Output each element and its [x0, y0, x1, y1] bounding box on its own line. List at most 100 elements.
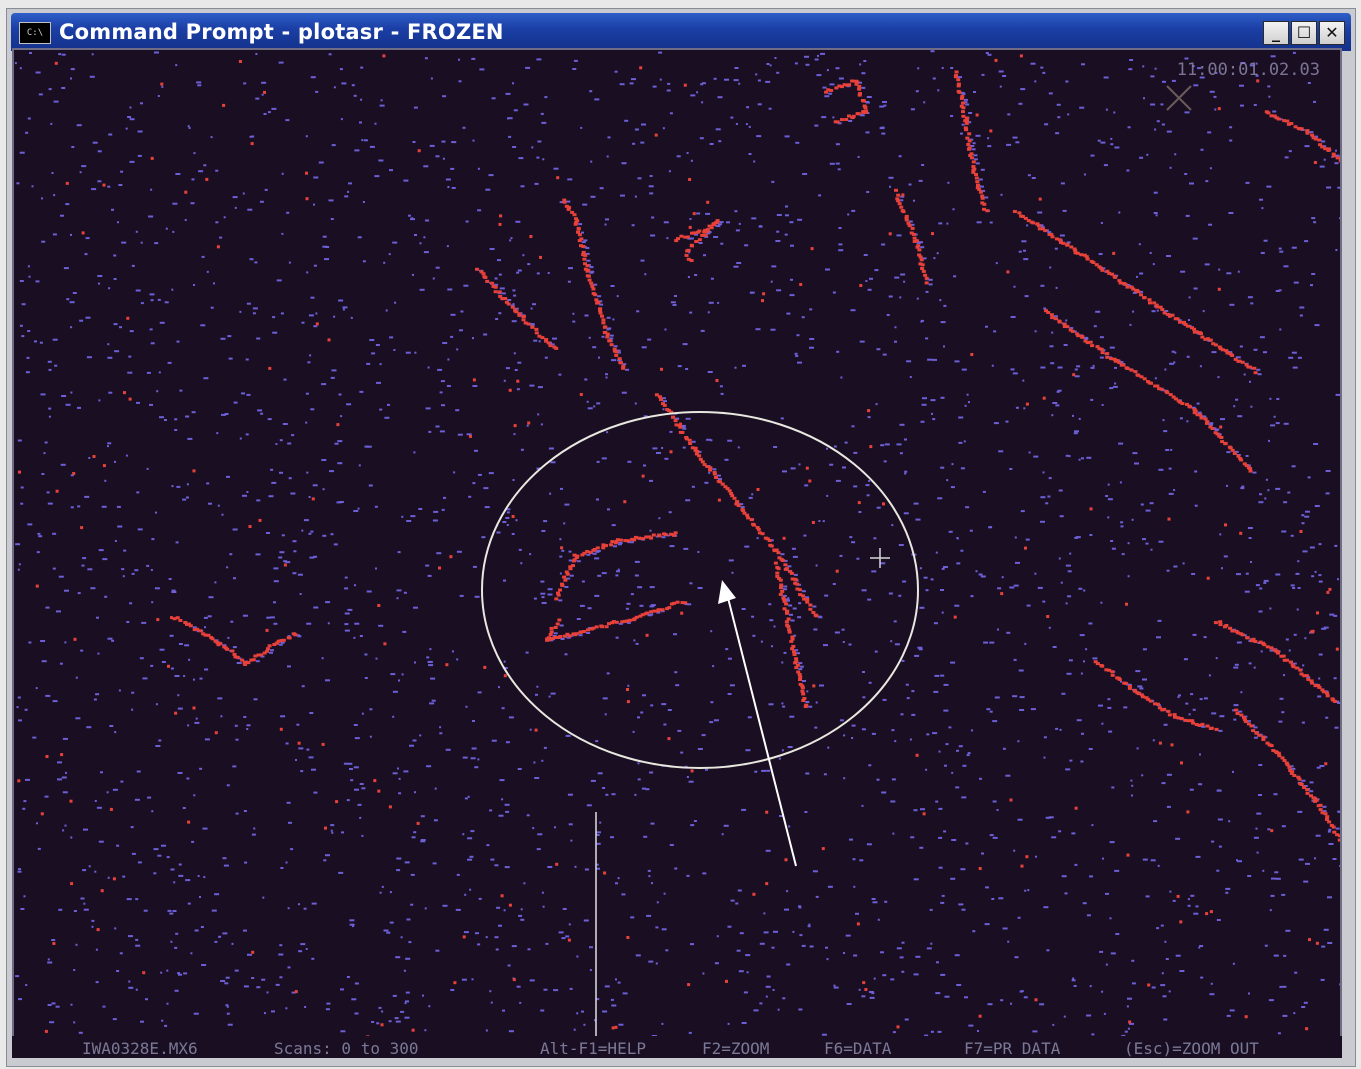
maximize-button[interactable]: ☐ [1291, 21, 1317, 45]
speckle-dot [126, 316, 130, 320]
clutter-dot [941, 67, 944, 69]
track-dot [779, 583, 784, 587]
clutter-dot [1328, 828, 1332, 831]
clutter-dot [953, 275, 957, 278]
track-dot [1323, 147, 1328, 151]
clutter-dot [1232, 962, 1235, 965]
clutter-dot [1248, 537, 1252, 539]
close-button[interactable]: ✕ [1319, 21, 1345, 45]
speckle-dot [184, 190, 188, 194]
clutter-dot [655, 926, 659, 929]
track-dot [572, 558, 577, 562]
minimize-button[interactable]: _ [1263, 21, 1289, 45]
clutter-dot [1263, 579, 1269, 582]
clutter-dot [275, 443, 278, 445]
clutter-dot [451, 187, 456, 189]
track-echo-dot [861, 86, 866, 89]
clutter-dot [413, 831, 417, 834]
clutter-dot [658, 51, 663, 54]
track-dot [1245, 636, 1250, 640]
track-dot [921, 269, 926, 273]
clutter-dot [420, 839, 426, 841]
track-dot [918, 262, 923, 266]
clutter-dot [169, 634, 174, 637]
clutter-dot [1158, 540, 1164, 543]
title-bar[interactable]: C:\ Command Prompt - plotasr - FROZEN _ … [11, 13, 1351, 51]
speckle-dot [1167, 517, 1171, 521]
clutter-dot [455, 409, 460, 412]
clutter-dot [1255, 74, 1259, 77]
track-dot [1085, 257, 1090, 261]
speckle-dot [805, 466, 809, 470]
clutter-dot [85, 237, 90, 240]
clutter-dot [1215, 72, 1218, 74]
track-dot [1262, 643, 1267, 647]
clutter-dot [499, 779, 505, 782]
clutter-dot [383, 929, 389, 932]
radar-display[interactable]: 11:00:01.02.03 [12, 48, 1342, 1048]
clutter-dot [1184, 57, 1189, 60]
clutter-dot [532, 827, 535, 830]
track-dot [267, 644, 272, 648]
clutter-dot [308, 756, 314, 759]
clutter-dot [771, 946, 775, 949]
track-dot [1304, 674, 1309, 678]
pointer-arrow-shaft [725, 589, 797, 867]
clutter-dot [445, 748, 451, 751]
clutter-dot [86, 726, 92, 729]
clutter-dot [368, 484, 373, 487]
clutter-dot [635, 642, 639, 645]
clutter-dot [789, 294, 795, 297]
track-dot [666, 409, 671, 412]
clutter-dot [1297, 587, 1301, 589]
clutter-dot [266, 991, 269, 994]
clutter-dot [989, 710, 993, 713]
clutter-dot [525, 651, 529, 654]
speckle-dot [579, 393, 583, 396]
track-dot [1292, 774, 1297, 777]
clutter-dot [458, 58, 460, 61]
track-dot [1070, 329, 1075, 333]
track-echo-dot [553, 632, 558, 635]
track-dot [1277, 754, 1282, 758]
clutter-dot [485, 936, 488, 939]
track-dot [567, 634, 572, 638]
clutter-dot [720, 242, 724, 245]
clutter-dot [992, 800, 997, 803]
clutter-dot [53, 194, 56, 197]
clutter-dot [70, 1003, 73, 1006]
clutter-dot [709, 721, 714, 724]
clutter-dot [1045, 816, 1051, 819]
clutter-dot [202, 827, 208, 830]
clutter-dot [424, 1029, 427, 1032]
clutter-dot [648, 875, 651, 878]
track-dot [1105, 355, 1110, 359]
track-dot [847, 114, 851, 118]
clutter-dot [1121, 553, 1125, 556]
track-dot [1321, 690, 1326, 694]
clutter-dot [611, 1004, 617, 1007]
clutter-dot [511, 945, 517, 948]
clutter-dot [95, 948, 98, 951]
clutter-dot [107, 637, 113, 640]
clutter-dot [52, 532, 57, 535]
clutter-dot [615, 978, 617, 981]
clutter-dot [164, 301, 169, 304]
clutter-dot [1169, 166, 1172, 169]
radar-plot[interactable] [14, 50, 1342, 1048]
clutter-dot [215, 221, 219, 224]
track-dot [693, 448, 698, 452]
clutter-dot [630, 916, 635, 919]
track-dot [1107, 668, 1112, 672]
track-dot [265, 649, 269, 653]
clutter-dot [508, 135, 512, 138]
clutter-dot [191, 178, 195, 181]
clutter-dot [1316, 766, 1321, 769]
clutter-dot [707, 371, 713, 373]
clutter-dot [561, 937, 566, 940]
console-icon[interactable]: C:\ [19, 22, 51, 44]
clutter-dot [427, 574, 432, 577]
clutter-dot [178, 643, 183, 645]
clutter-dot [727, 925, 732, 928]
clutter-dot [968, 112, 973, 114]
